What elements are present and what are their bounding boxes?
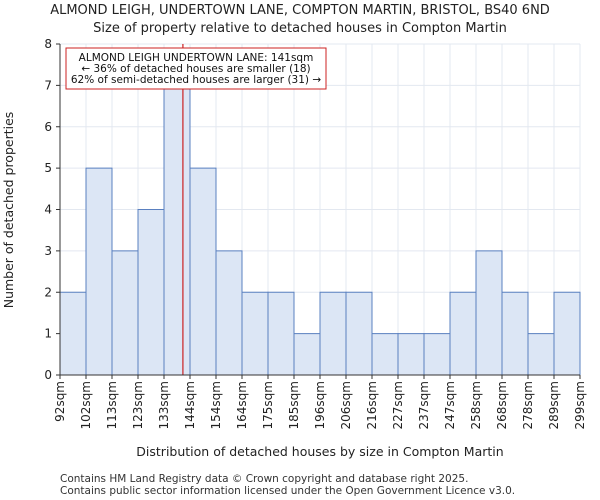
y-tick-label: 8 xyxy=(44,37,52,51)
x-tick-label: 164sqm xyxy=(235,381,249,429)
x-tick-label: 123sqm xyxy=(131,381,145,429)
plot-area: 0 1 2 3 4 5 6 7 8 92sqm 102sqm 113sqm 123sqm 133sqm 14… xyxy=(44,37,587,429)
x-tick-label: 175sqm xyxy=(261,381,275,429)
y-axis-label: Number of detached properties xyxy=(1,112,16,309)
bar xyxy=(59,291,87,376)
bar xyxy=(163,84,191,376)
x-tick-label: 92sqm xyxy=(53,381,67,422)
bar xyxy=(293,333,321,376)
annotation-box: ALMOND LEIGH UNDERTOWN LANE: 141sqm ← 36… xyxy=(65,47,327,90)
bar xyxy=(501,291,529,376)
y-tick-label: 5 xyxy=(44,161,52,175)
bar xyxy=(527,333,555,376)
annotation-line-3: 62% of semi-detached houses are larger (… xyxy=(71,74,322,86)
annotation-line-2: ← 36% of detached houses are smaller (18… xyxy=(81,63,310,75)
bar xyxy=(85,167,113,376)
y-tick-label: 7 xyxy=(44,78,52,92)
annotation-frame xyxy=(65,47,327,90)
y-tick-label: 0 xyxy=(44,368,52,382)
bar xyxy=(189,167,217,376)
footer-line-1: Contains HM Land Registry data © Crown c… xyxy=(60,473,468,485)
bar xyxy=(267,291,295,376)
y-tick-label: 3 xyxy=(44,244,52,258)
x-tick-label: 278sqm xyxy=(521,381,535,429)
bar xyxy=(423,333,451,376)
bar xyxy=(137,209,165,376)
x-tick-label: 113sqm xyxy=(105,381,119,429)
x-tick-label: 268sqm xyxy=(495,381,509,429)
x-tick-label: 258sqm xyxy=(469,381,483,429)
x-tick-label: 216sqm xyxy=(365,381,379,429)
bar xyxy=(397,333,425,376)
bar xyxy=(319,291,347,376)
bar xyxy=(345,291,373,376)
bar xyxy=(475,250,503,376)
chart-title: ALMOND LEIGH, UNDERTOWN LANE, COMPTON MA… xyxy=(50,3,550,18)
bar xyxy=(449,291,477,376)
bar xyxy=(215,250,243,376)
x-tick-label: 102sqm xyxy=(79,381,93,429)
x-tick-label: 289sqm xyxy=(547,381,561,429)
x-tick-label: 154sqm xyxy=(209,381,223,429)
footer-line-2: Contains public sector information licen… xyxy=(60,485,515,497)
x-tick-label: 247sqm xyxy=(443,381,457,429)
bar xyxy=(241,291,269,376)
x-axis-label: Distribution of detached houses by size … xyxy=(136,444,503,459)
x-tick-label: 227sqm xyxy=(391,381,405,429)
y-tick-label: 6 xyxy=(44,120,52,134)
annotation-line-1: ALMOND LEIGH UNDERTOWN LANE: 141sqm xyxy=(79,52,314,64)
x-tick-label: 185sqm xyxy=(287,381,301,429)
x-tick-label: 237sqm xyxy=(417,381,431,429)
x-tick-label: 196sqm xyxy=(313,381,327,429)
y-tick-label: 4 xyxy=(44,203,52,217)
x-tick-label: 144sqm xyxy=(183,381,197,429)
bar xyxy=(371,333,399,376)
bar xyxy=(553,291,581,376)
chart-subtitle: Size of property relative to detached ho… xyxy=(93,21,507,36)
x-tick-label: 206sqm xyxy=(339,381,353,429)
y-tick-label: 1 xyxy=(44,327,52,341)
y-tick-label: 2 xyxy=(44,285,52,299)
x-tick-label: 133sqm xyxy=(157,381,171,429)
bar xyxy=(111,250,139,376)
x-tick-label: 299sqm xyxy=(573,381,587,429)
